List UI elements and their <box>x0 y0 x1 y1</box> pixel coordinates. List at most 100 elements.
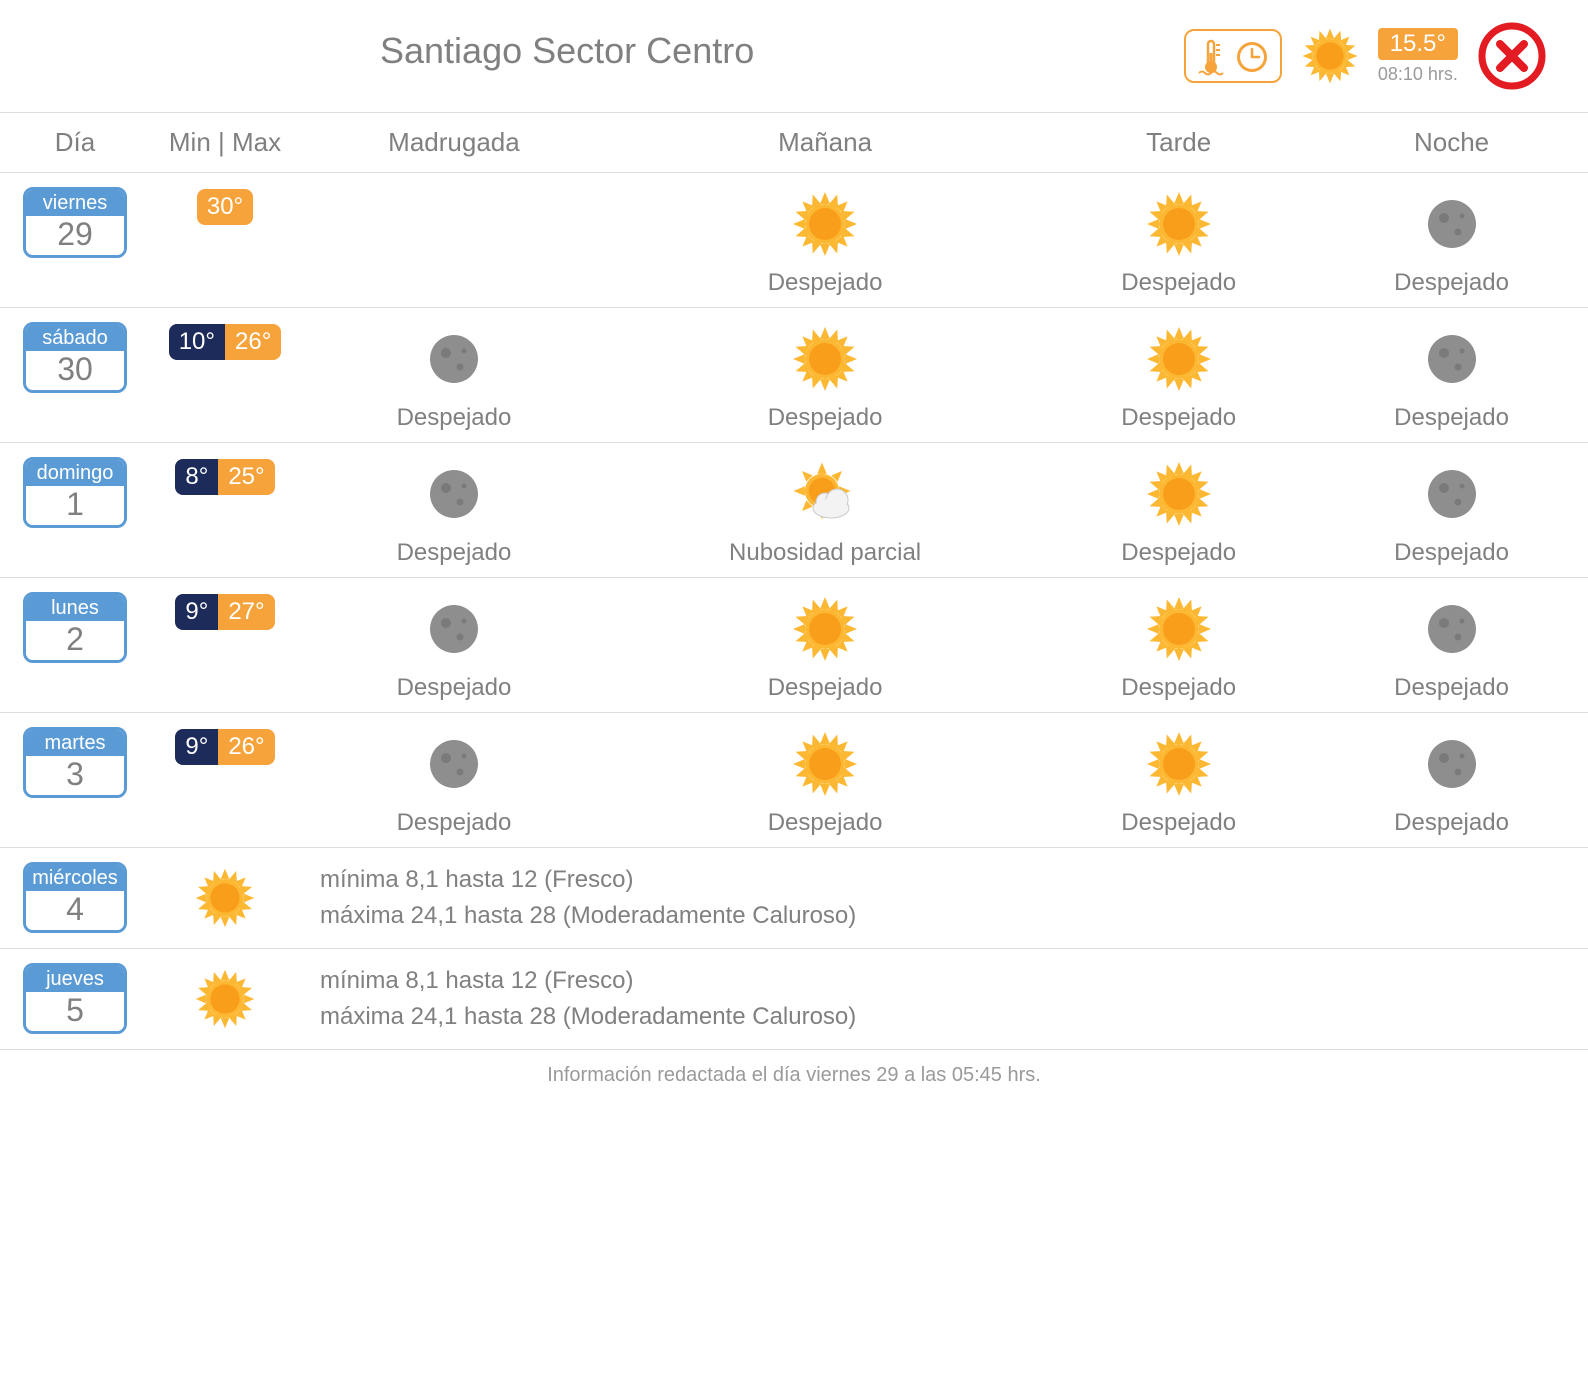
sun-icon <box>1144 324 1214 394</box>
condition-cell: Despejado <box>1323 453 1580 567</box>
day-name: viernes <box>26 190 124 216</box>
table-row: domingo1 8°25° Despejado Nubosidad parcial D… <box>0 443 1588 578</box>
sun-icon <box>1144 189 1214 259</box>
condition-label: Despejado <box>397 809 512 837</box>
temp-clock-badge <box>1184 29 1282 83</box>
sun-icon <box>1144 594 1214 664</box>
close-button[interactable] <box>1476 20 1548 92</box>
condition-cell: Despejado <box>1323 723 1580 837</box>
condition-label: Despejado <box>1394 809 1509 837</box>
day-number: 2 <box>26 621 124 660</box>
day-name: domingo <box>26 460 124 486</box>
condition-label: Despejado <box>1121 674 1236 702</box>
condition-label: Despejado <box>1121 539 1236 567</box>
condition-label: Despejado <box>397 404 512 432</box>
sun-icon <box>790 324 860 394</box>
moon-icon <box>419 729 489 799</box>
condition-cell: Despejado <box>616 588 1034 702</box>
current-temp-block: 15.5° 08:10 hrs. <box>1378 28 1458 85</box>
table-row: jueves5mínima 8,1 hasta 12 (Fresco)máxim… <box>0 949 1588 1050</box>
condition-cell: Despejado <box>308 588 600 702</box>
minmax-badge: 8°25° <box>175 459 274 495</box>
condition-label: Despejado <box>1121 404 1236 432</box>
condition-cell: Despejado <box>1050 318 1307 432</box>
condition-label: Despejado <box>1394 269 1509 297</box>
clock-icon <box>1234 39 1270 75</box>
condition-cell: Despejado <box>1323 183 1580 297</box>
summary-icon <box>158 959 292 1039</box>
day-badge: viernes29 <box>23 187 127 258</box>
day-badge: miércoles4 <box>23 862 127 933</box>
day-name: sábado <box>26 325 124 351</box>
temp-max: 25° <box>218 459 274 495</box>
day-number: 1 <box>26 486 124 525</box>
thermometer-icon <box>1196 37 1226 77</box>
day-number: 29 <box>26 216 124 255</box>
header-right: 15.5° 08:10 hrs. <box>1184 20 1548 92</box>
col-noche: Noche <box>1315 113 1588 173</box>
table-row: martes39°26°DespejadoDespejadoDespejadoD… <box>0 713 1588 848</box>
condition-cell: Despejado <box>1323 318 1580 432</box>
current-temp: 15.5° <box>1378 28 1458 60</box>
condition-label: Despejado <box>768 269 883 297</box>
table-row: sábado30 10°26° Despejado Despejado Despejad… <box>0 308 1588 443</box>
sun-icon <box>790 729 860 799</box>
day-number: 3 <box>26 756 124 795</box>
condition-cell: Despejado <box>308 318 600 432</box>
temp-min: 8° <box>175 459 218 495</box>
day-name: jueves <box>26 966 124 992</box>
temp-max: 26° <box>225 324 281 360</box>
condition-cell: Despejado <box>1050 453 1307 567</box>
summary-line2: máxima 24,1 hasta 28 (Moderadamente Calu… <box>320 999 1580 1035</box>
day-badge: sábado30 <box>23 322 127 393</box>
col-day: Día <box>0 113 150 173</box>
sun-icon <box>790 594 860 664</box>
day-badge: domingo1 <box>23 457 127 528</box>
moon-icon <box>1417 459 1487 529</box>
table-row: miércoles4mínima 8,1 hasta 12 (Fresco)má… <box>0 848 1588 949</box>
condition-cell: Despejado <box>1323 588 1580 702</box>
temp-min: 10° <box>169 324 225 360</box>
minmax-badge: 30° <box>197 189 253 225</box>
temp-max: 30° <box>197 189 253 225</box>
day-name: martes <box>26 730 124 756</box>
condition-label: Despejado <box>768 674 883 702</box>
condition-label: Despejado <box>768 404 883 432</box>
page-title: Santiago Sector Centro <box>380 30 754 72</box>
col-minmax: Min | Max <box>150 113 300 173</box>
forecast-table: Día Min | Max Madrugada Mañana Tarde Noc… <box>0 112 1588 1050</box>
day-badge: jueves5 <box>23 963 127 1034</box>
minmax-badge: 10°26° <box>169 324 282 360</box>
minmax-badge: 9°27° <box>175 594 274 630</box>
condition-label: Nubosidad parcial <box>729 539 921 567</box>
partly-icon <box>790 459 860 529</box>
sun-icon <box>193 866 257 930</box>
condition-label: Despejado <box>397 674 512 702</box>
day-number: 30 <box>26 351 124 390</box>
day-badge: martes3 <box>23 727 127 798</box>
sun-icon <box>1144 729 1214 799</box>
condition-label: Despejado <box>768 809 883 837</box>
col-manana: Mañana <box>608 113 1042 173</box>
sun-icon <box>790 189 860 259</box>
col-tarde: Tarde <box>1042 113 1315 173</box>
current-time: 08:10 hrs. <box>1378 64 1458 85</box>
condition-label: Despejado <box>1394 539 1509 567</box>
condition-cell: Despejado <box>616 723 1034 837</box>
temp-max: 27° <box>218 594 274 630</box>
close-icon <box>1476 20 1548 92</box>
condition-label: Despejado <box>1121 809 1236 837</box>
moon-icon <box>1417 594 1487 664</box>
condition-label: Despejado <box>1394 674 1509 702</box>
sun-icon <box>193 967 257 1031</box>
day-name: miércoles <box>26 865 124 891</box>
moon-icon <box>419 324 489 394</box>
condition-cell: Despejado <box>616 318 1034 432</box>
moon-icon <box>1417 729 1487 799</box>
condition-label: Despejado <box>1121 269 1236 297</box>
header: Santiago Sector Centro 15.5° 08:10 hrs. <box>0 0 1588 112</box>
table-row: lunes29°27°DespejadoDespejadoDespejadoDe… <box>0 578 1588 713</box>
day-number: 4 <box>26 891 124 930</box>
moon-icon <box>1417 189 1487 259</box>
footer-info: Información redactada el día viernes 29 … <box>0 1050 1588 1101</box>
